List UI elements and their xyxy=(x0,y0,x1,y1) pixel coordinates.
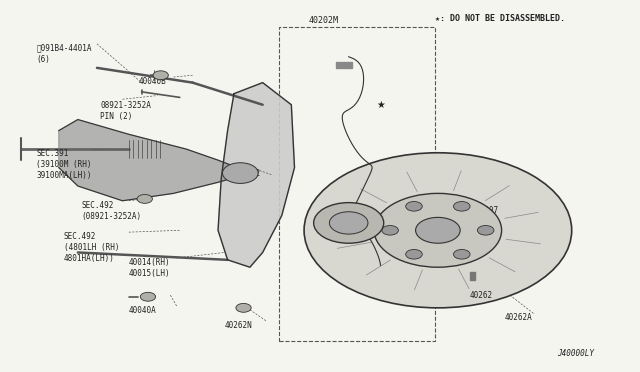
Circle shape xyxy=(406,202,422,211)
Text: ★: DO NOT BE DISASSEMBLED.: ★: DO NOT BE DISASSEMBLED. xyxy=(435,14,564,23)
Text: SEC.492
(08921-3252A): SEC.492 (08921-3252A) xyxy=(81,201,141,221)
Text: 40262: 40262 xyxy=(470,291,493,300)
Circle shape xyxy=(236,304,251,312)
Text: SEC.391
(39100M (RH)
39100MA(LH)): SEC.391 (39100M (RH) 39100MA(LH)) xyxy=(36,149,92,180)
Circle shape xyxy=(406,250,422,259)
Circle shape xyxy=(454,202,470,211)
Circle shape xyxy=(153,71,168,80)
Bar xyxy=(278,27,435,341)
Circle shape xyxy=(415,217,460,243)
Circle shape xyxy=(137,195,152,203)
Polygon shape xyxy=(59,119,244,201)
Circle shape xyxy=(330,212,368,234)
Bar xyxy=(470,272,475,280)
Circle shape xyxy=(140,292,156,301)
Text: 40262N: 40262N xyxy=(225,321,252,330)
Text: ★: ★ xyxy=(376,100,385,110)
Circle shape xyxy=(382,225,398,235)
Circle shape xyxy=(304,153,572,308)
Circle shape xyxy=(374,193,502,267)
Text: 40014(RH)
40015(LH): 40014(RH) 40015(LH) xyxy=(129,258,170,278)
Circle shape xyxy=(223,163,258,183)
Text: 40202M: 40202M xyxy=(308,16,338,25)
Polygon shape xyxy=(218,83,294,267)
Text: 40040A: 40040A xyxy=(129,306,157,315)
Text: 40262A: 40262A xyxy=(505,313,532,323)
Bar xyxy=(336,62,352,68)
Text: J40000LY: J40000LY xyxy=(557,349,594,358)
Text: 40207: 40207 xyxy=(476,206,499,215)
Text: Ⓑ091B4-4401A
(6): Ⓑ091B4-4401A (6) xyxy=(36,44,92,64)
Text: 40040B: 40040B xyxy=(138,77,166,86)
Circle shape xyxy=(314,203,384,243)
Circle shape xyxy=(454,250,470,259)
Text: 40222: 40222 xyxy=(237,169,260,179)
Text: 08921-3252A
PIN (2): 08921-3252A PIN (2) xyxy=(100,101,151,121)
Text: SEC.492
(4801LH (RH)
4801HA(LH)): SEC.492 (4801LH (RH) 4801HA(LH)) xyxy=(64,232,119,263)
Circle shape xyxy=(477,225,494,235)
